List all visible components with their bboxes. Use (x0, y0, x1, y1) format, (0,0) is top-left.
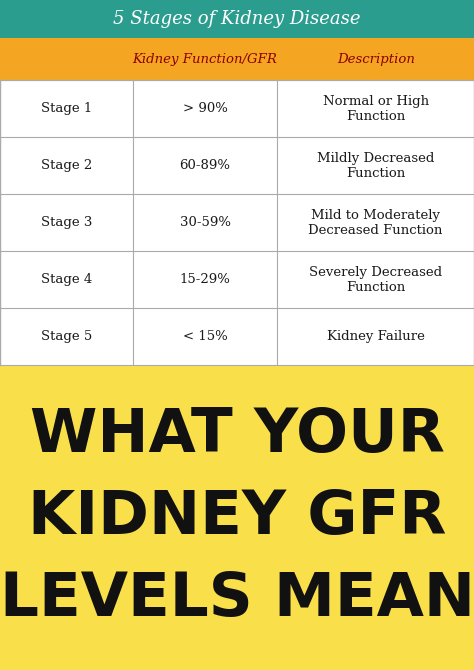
Text: 15-29%: 15-29% (180, 273, 230, 286)
Bar (0, 80, 474, 137)
Bar (0, 137, 474, 194)
Bar (0, 194, 474, 251)
Text: 5 Stages of Kidney Disease: 5 Stages of Kidney Disease (113, 10, 361, 28)
Text: Kidney Failure: Kidney Failure (327, 330, 425, 343)
Text: > 90%: > 90% (182, 103, 228, 115)
Bar (0, 38, 474, 80)
Text: 60-89%: 60-89% (180, 159, 230, 172)
Text: Severely Decreased
Function: Severely Decreased Function (309, 266, 442, 293)
Text: Description: Description (337, 53, 415, 66)
Bar (0, 251, 474, 308)
Bar (0, 308, 474, 365)
Text: Mild to Moderately
Decreased Function: Mild to Moderately Decreased Function (309, 209, 443, 237)
Text: < 15%: < 15% (182, 330, 228, 343)
Text: Stage 4: Stage 4 (41, 273, 92, 286)
Text: Stage 1: Stage 1 (41, 103, 92, 115)
Bar (0, 0, 474, 38)
Text: Stage 5: Stage 5 (41, 330, 92, 343)
Text: LEVELS MEAN: LEVELS MEAN (0, 570, 474, 629)
Text: Mildly Decreased
Function: Mildly Decreased Function (317, 152, 434, 180)
Text: Stage 3: Stage 3 (41, 216, 92, 229)
Text: WHAT YOUR: WHAT YOUR (29, 406, 445, 465)
Text: 30-59%: 30-59% (180, 216, 230, 229)
Text: Kidney Function/GFR: Kidney Function/GFR (133, 53, 277, 66)
Text: Normal or High
Function: Normal or High Function (323, 95, 428, 123)
Text: KIDNEY GFR: KIDNEY GFR (28, 488, 446, 547)
Text: Stage 2: Stage 2 (41, 159, 92, 172)
